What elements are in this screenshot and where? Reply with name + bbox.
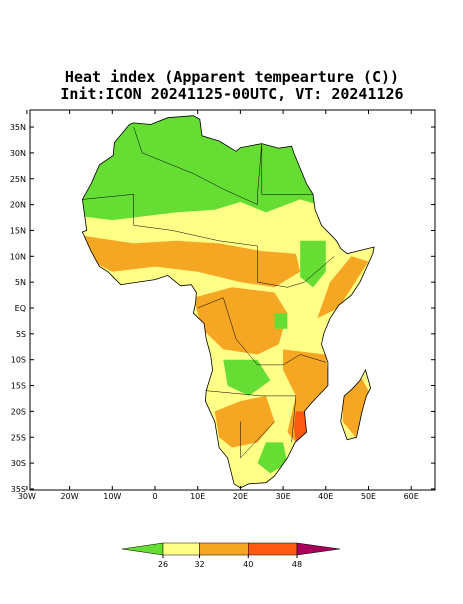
lon-label: 10E	[190, 492, 205, 501]
lat-label: 5S	[16, 330, 26, 339]
colorbar-bin	[162, 542, 200, 556]
lat-label: 15N	[10, 226, 26, 235]
heat-region	[300, 240, 326, 288]
lat-label: 5N	[15, 278, 26, 287]
lon-label: 40E	[318, 492, 333, 501]
lon-label: 0	[152, 492, 157, 501]
heat-region	[103, 183, 143, 215]
heat-region	[214, 395, 275, 448]
border	[240, 421, 275, 459]
heat-region	[223, 359, 271, 396]
colorbar-label: 32	[194, 560, 204, 569]
border	[82, 194, 335, 288]
colorbar-bin	[199, 542, 249, 556]
lat-label: 35S	[11, 485, 26, 494]
heat-region	[257, 442, 288, 474]
border	[197, 297, 326, 366]
colorbar-label: 26	[158, 560, 168, 569]
lat-label: 15S	[11, 382, 26, 391]
lat-label: 30S	[11, 459, 26, 468]
lon-label: 30E	[275, 492, 290, 501]
border	[261, 143, 313, 195]
colorbar-label: 48	[292, 560, 302, 569]
lat-label: 25N	[10, 175, 26, 184]
lat-label: EQ	[15, 304, 26, 313]
border	[133, 127, 263, 205]
colorbar: 26 32 40 48	[121, 542, 341, 569]
colorbar-high	[296, 542, 341, 556]
heat-region	[274, 313, 288, 329]
heat-region	[82, 235, 301, 288]
lon-label: 50E	[361, 492, 376, 501]
lon-label: 30W	[18, 492, 36, 501]
colorbar-label: 40	[243, 560, 253, 569]
lat-label: 30N	[10, 149, 26, 158]
heat-region	[317, 256, 369, 319]
coastline	[340, 368, 372, 441]
lon-label: 10W	[103, 492, 121, 501]
subtitle: Init:ICON 20241125-00UTC, VT: 20241126	[60, 85, 403, 103]
coastline	[81, 115, 375, 489]
colorbar-bin	[248, 542, 298, 556]
border	[206, 390, 297, 443]
lat-label: 20S	[11, 407, 26, 416]
lon-label: 60E	[404, 492, 419, 501]
title: Heat index (Apparent tempearture (C))	[65, 68, 399, 86]
lon-label: 20W	[61, 492, 79, 501]
lat-label: 20N	[10, 201, 26, 210]
lat-label: 10N	[10, 252, 26, 261]
lat-label: 35N	[10, 123, 26, 132]
lat-label: 25S	[11, 433, 26, 442]
lon-label: 20E	[233, 492, 248, 501]
heat-region	[193, 287, 288, 355]
colorbar-low	[121, 542, 164, 556]
lat-label: 10S	[11, 356, 26, 365]
